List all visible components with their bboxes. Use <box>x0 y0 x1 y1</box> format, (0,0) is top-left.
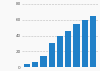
Bar <box>90 16 96 67</box>
Bar <box>65 31 71 67</box>
Bar <box>49 43 55 67</box>
Bar <box>82 20 88 67</box>
Bar <box>32 62 38 67</box>
Bar <box>73 24 80 67</box>
Bar <box>24 64 30 67</box>
Bar <box>57 36 63 67</box>
Bar <box>40 56 47 67</box>
